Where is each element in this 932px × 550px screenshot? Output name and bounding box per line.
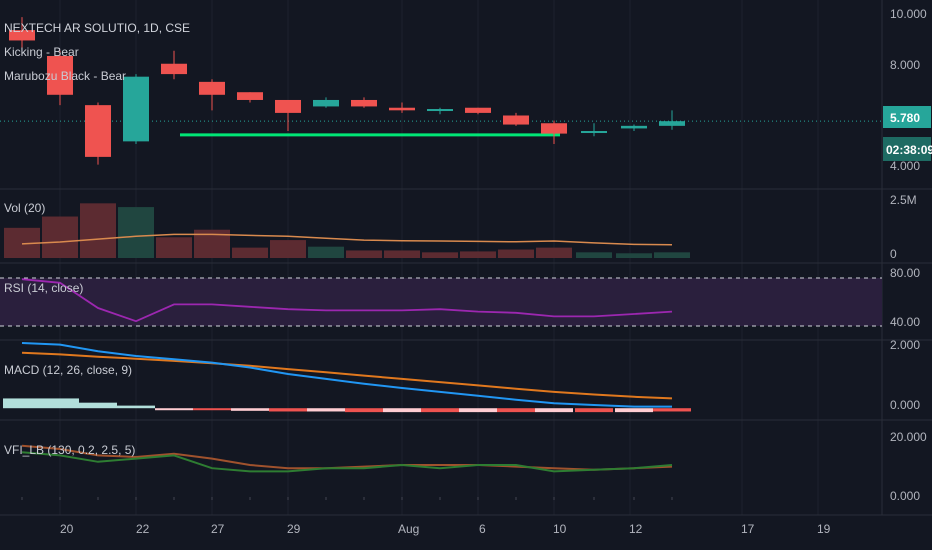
rsi-title: RSI (14, close) [4,281,83,295]
time-tick: 20 [60,522,74,536]
macd-histogram-bar [117,405,155,409]
candle-body [9,30,35,41]
candle-body [503,115,529,125]
candle-body [85,105,111,157]
candle-body [161,63,187,75]
volume-bar [270,240,306,258]
countdown-text: 02:38:09 [886,143,932,157]
candle-body [123,76,149,142]
macd-histogram-bar [269,408,307,412]
time-tick: 6 [479,522,486,536]
candle-body [275,99,301,113]
volume-bar [118,207,154,258]
candle-body [581,131,607,134]
macd-signal-line [21,351,673,400]
candle-body [199,81,225,95]
last-price-text: 5.780 [890,111,920,125]
price-tick: 8.000 [890,58,920,72]
macd-histogram-bar [193,408,231,411]
volume-bar [80,203,116,258]
countdown-badge [883,137,931,161]
vfi-title: VFI_LB (130, 0.2, 2.5, 5) [4,443,135,457]
macd-histogram-bar [41,398,79,409]
macd-tick: 0.000 [890,398,920,412]
time-tick: Aug [398,522,419,536]
candle-body [465,107,491,113]
candle-body [427,109,453,112]
price-tick: 10.000 [890,7,927,21]
macd-histogram-bar [383,408,421,413]
volume-bar [576,252,612,258]
vfi-line [21,451,673,473]
time-tick: 17 [741,522,755,536]
time-axis[interactable]: 20 22 27 29 Aug 6 10 12 17 19 [60,522,831,536]
volume-pane[interactable] [4,203,690,258]
price-axis[interactable]: 10.000 8.000 4.000 5.780 02:38:09 2.5M 0… [883,7,932,503]
vfi-tick: 20.000 [890,430,927,444]
volume-tick: 0 [890,247,897,261]
candle-body [389,107,415,111]
time-tick: 29 [287,522,301,536]
volume-bar [42,216,78,258]
chart-title: NEXTECH AR SOLUTIO, 1D, CSE [4,21,190,35]
rsi-tick: 80.00 [890,266,920,280]
volume-bar [536,247,572,258]
candle-body [313,99,339,107]
candle-body [659,121,685,126]
macd-histogram-bar [231,408,269,411]
macd-histogram-bar [575,408,613,413]
time-tick: 19 [817,522,831,536]
macd-histogram-bar [615,408,653,413]
rsi-pane[interactable] [0,277,882,327]
macd-histogram-bar [345,408,383,413]
volume-bar [460,251,496,258]
volume-bar [156,237,192,258]
candle-body [541,123,567,134]
volume-bar [654,252,690,258]
volume-bar [346,250,382,258]
vfi-tick: 0.000 [890,489,920,503]
candle-body [47,55,73,95]
candle-body [237,92,263,100]
volume-bar [384,250,420,258]
volume-bar [232,247,268,258]
macd-tick: 2.000 [890,338,920,352]
time-tick: 22 [136,522,150,536]
macd-histogram-bar [421,408,459,413]
macd-title: MACD (12, 26, close, 9) [4,363,132,377]
volume-bar [498,249,534,258]
macd-histogram-bar [497,408,535,413]
macd-pane[interactable] [3,342,691,413]
time-tick: 10 [553,522,567,536]
volume-bar [616,253,652,258]
pattern-label-marubozu: Marubozu Black - Bear [4,69,126,83]
price-pane[interactable] [0,17,882,165]
rsi-line [21,278,673,323]
volume-tick: 2.5M [890,193,917,207]
time-tick: 27 [211,522,225,536]
macd-histogram-bar [79,402,117,409]
rsi-band [0,278,882,326]
volume-ma-line [21,233,673,246]
time-tick: 12 [629,522,643,536]
macd-line [21,342,672,408]
macd-histogram-bar [459,408,497,413]
macd-histogram-bar [307,408,345,412]
vfi-pane[interactable] [21,444,673,473]
candle-body [351,99,377,107]
last-price-badge [883,106,931,128]
volume-bar [422,252,458,258]
volume-bar [308,246,344,258]
price-tick: 4.000 [890,159,920,173]
volume-title: Vol (20) [4,201,45,215]
rsi-tick: 40.00 [890,315,920,329]
candle-body [621,125,647,129]
pattern-label-kicking: Kicking - Bear [4,45,79,59]
macd-histogram-bar [3,398,41,409]
macd-histogram-bar [653,408,691,412]
macd-histogram-bar [535,408,573,413]
macd-histogram-bar [155,408,193,411]
